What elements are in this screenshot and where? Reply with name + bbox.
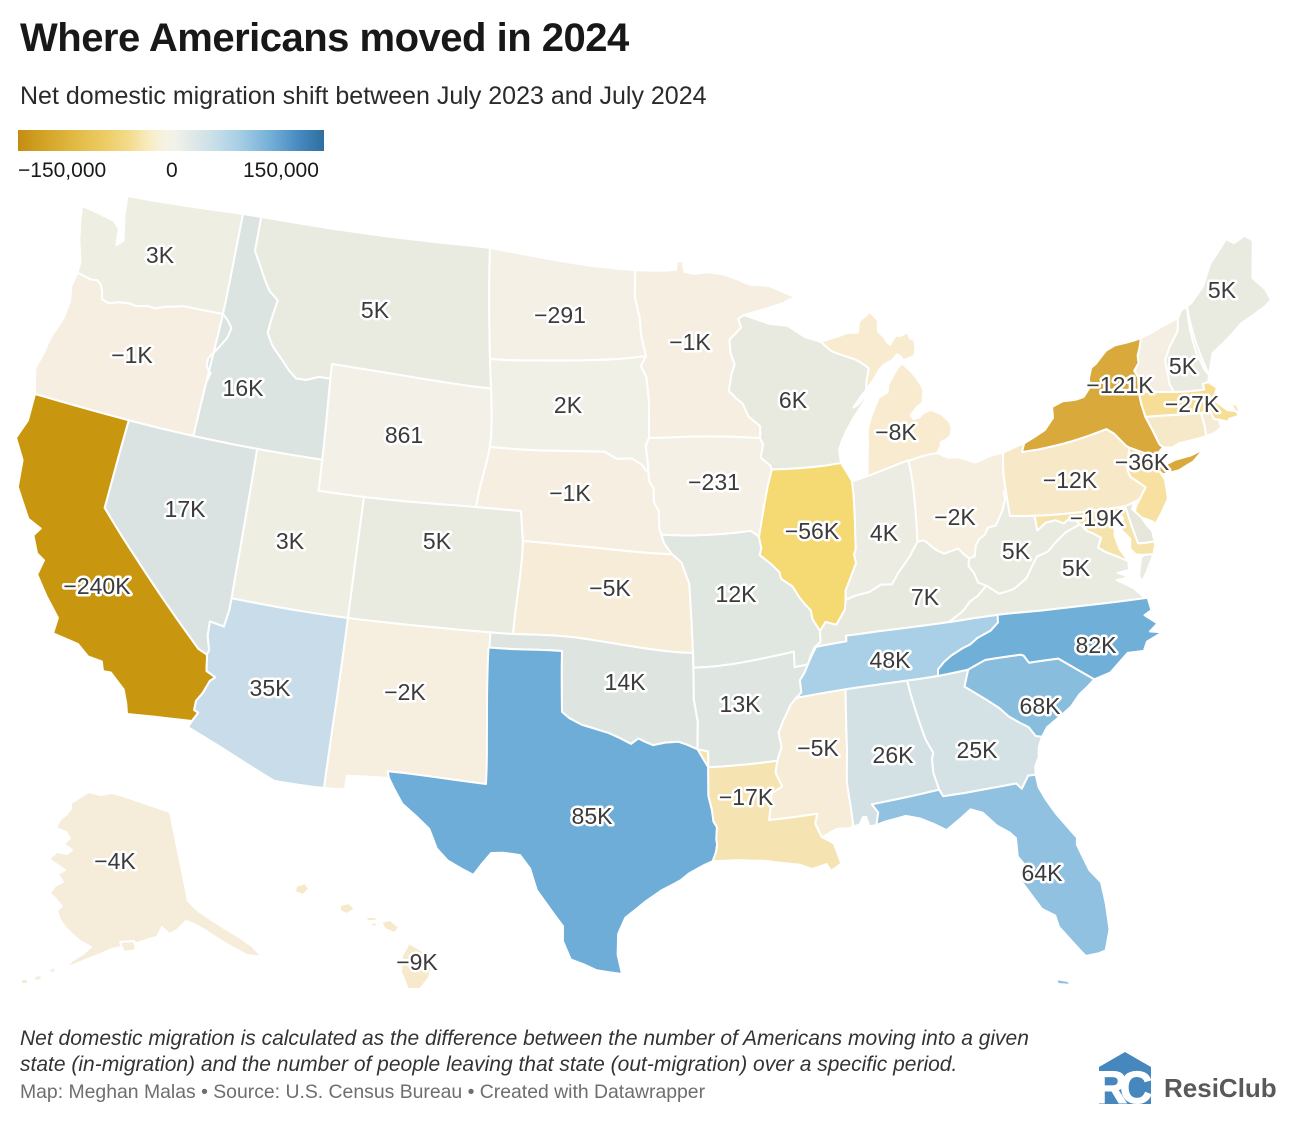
svg-text:25K: 25K — [957, 737, 999, 763]
svg-text:−121K: −121K — [1086, 372, 1154, 398]
svg-text:5K: 5K — [361, 297, 390, 323]
svg-text:48K: 48K — [870, 647, 912, 673]
svg-text:−1K: −1K — [111, 342, 153, 368]
svg-text:−56K: −56K — [785, 518, 840, 544]
svg-text:5K: 5K — [423, 528, 452, 554]
svg-text:−2K: −2K — [934, 504, 976, 530]
svg-text:4K: 4K — [870, 520, 899, 546]
svg-text:−19K: −19K — [1070, 505, 1125, 531]
svg-text:−291: −291 — [534, 302, 586, 328]
svg-text:5K: 5K — [1062, 555, 1091, 581]
svg-text:5K: 5K — [1002, 538, 1031, 564]
svg-text:861: 861 — [385, 422, 423, 448]
svg-text:12K: 12K — [716, 581, 758, 607]
svg-text:−8K: −8K — [875, 419, 917, 445]
svg-text:−5K: −5K — [797, 735, 839, 761]
svg-text:68K: 68K — [1020, 693, 1062, 719]
svg-text:−5K: −5K — [589, 575, 631, 601]
svg-text:3K: 3K — [276, 528, 305, 554]
svg-text:R: R — [1099, 1062, 1127, 1104]
svg-text:6K: 6K — [779, 387, 808, 413]
svg-text:−9K: −9K — [396, 949, 438, 975]
svg-text:64K: 64K — [1022, 860, 1064, 886]
svg-text:14K: 14K — [605, 669, 647, 695]
svg-text:82K: 82K — [1076, 632, 1118, 658]
svg-text:−231: −231 — [688, 469, 740, 495]
svg-text:5K: 5K — [1208, 277, 1237, 303]
svg-text:26K: 26K — [873, 742, 915, 768]
svg-text:−12K: −12K — [1043, 467, 1098, 493]
svg-text:−1K: −1K — [549, 480, 591, 506]
svg-text:3K: 3K — [146, 242, 175, 268]
svg-text:7K: 7K — [911, 584, 940, 610]
svg-text:−17K: −17K — [719, 784, 774, 810]
svg-text:5K: 5K — [1169, 353, 1198, 379]
svg-text:85K: 85K — [572, 803, 614, 829]
svg-text:−27K: −27K — [1165, 391, 1220, 417]
svg-text:−1K: −1K — [669, 329, 711, 355]
svg-text:−240K: −240K — [63, 573, 131, 599]
svg-text:2K: 2K — [554, 392, 583, 418]
svg-text:16K: 16K — [223, 375, 265, 401]
svg-text:13K: 13K — [720, 691, 762, 717]
svg-text:−4K: −4K — [94, 848, 136, 874]
svg-text:−36K: −36K — [1115, 449, 1170, 475]
svg-text:−2K: −2K — [384, 679, 426, 705]
svg-text:35K: 35K — [250, 675, 292, 701]
svg-text:C: C — [1120, 1062, 1151, 1104]
svg-text:17K: 17K — [165, 496, 207, 522]
